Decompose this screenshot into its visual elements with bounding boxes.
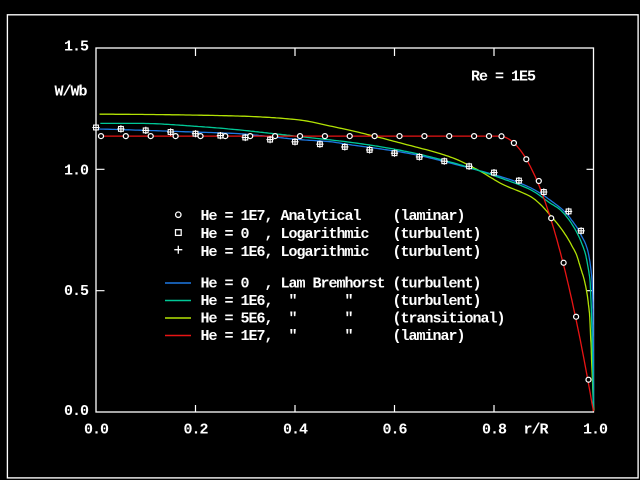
svg-text:He = 1E7, Analytical (lamin: He = 1E7, Analytical (laminar) bbox=[201, 208, 465, 225]
svg-text:He = 5E6, " " (trans: He = 5E6, " " (transitional) bbox=[201, 311, 505, 328]
svg-text:r/R: r/R bbox=[524, 422, 549, 439]
svg-text:0.6: 0.6 bbox=[383, 422, 408, 439]
svg-text:He = 0 , Logarithmic (turbu: He = 0 , Logarithmic (turbulent) bbox=[201, 226, 481, 243]
svg-text:0.5: 0.5 bbox=[64, 283, 89, 300]
svg-text:0.0: 0.0 bbox=[84, 422, 109, 439]
svg-text:He = 0 , Lam Bremhorst (turbu: He = 0 , Lam Bremhorst (turbulent) bbox=[201, 276, 481, 293]
svg-text:0.8: 0.8 bbox=[482, 422, 507, 439]
svg-text:Re = 1E5: Re = 1E5 bbox=[471, 69, 536, 86]
svg-text:He = 1E6, " " (turbu: He = 1E6, " " (turbulent) bbox=[201, 293, 481, 310]
svg-text:W/Wb: W/Wb bbox=[55, 83, 88, 100]
svg-text:0.0: 0.0 bbox=[64, 403, 89, 420]
svg-text:0.4: 0.4 bbox=[283, 422, 308, 439]
svg-text:1.5: 1.5 bbox=[64, 39, 89, 56]
svg-text:0.2: 0.2 bbox=[184, 422, 209, 439]
svg-text:He = 1E7, " " (lamin: He = 1E7, " " (laminar) bbox=[201, 328, 465, 345]
svg-text:He = 1E6, Logarithmic (turbu: He = 1E6, Logarithmic (turbulent) bbox=[201, 244, 481, 261]
svg-text:1.0: 1.0 bbox=[64, 163, 89, 180]
svg-text:1.0: 1.0 bbox=[583, 422, 608, 439]
